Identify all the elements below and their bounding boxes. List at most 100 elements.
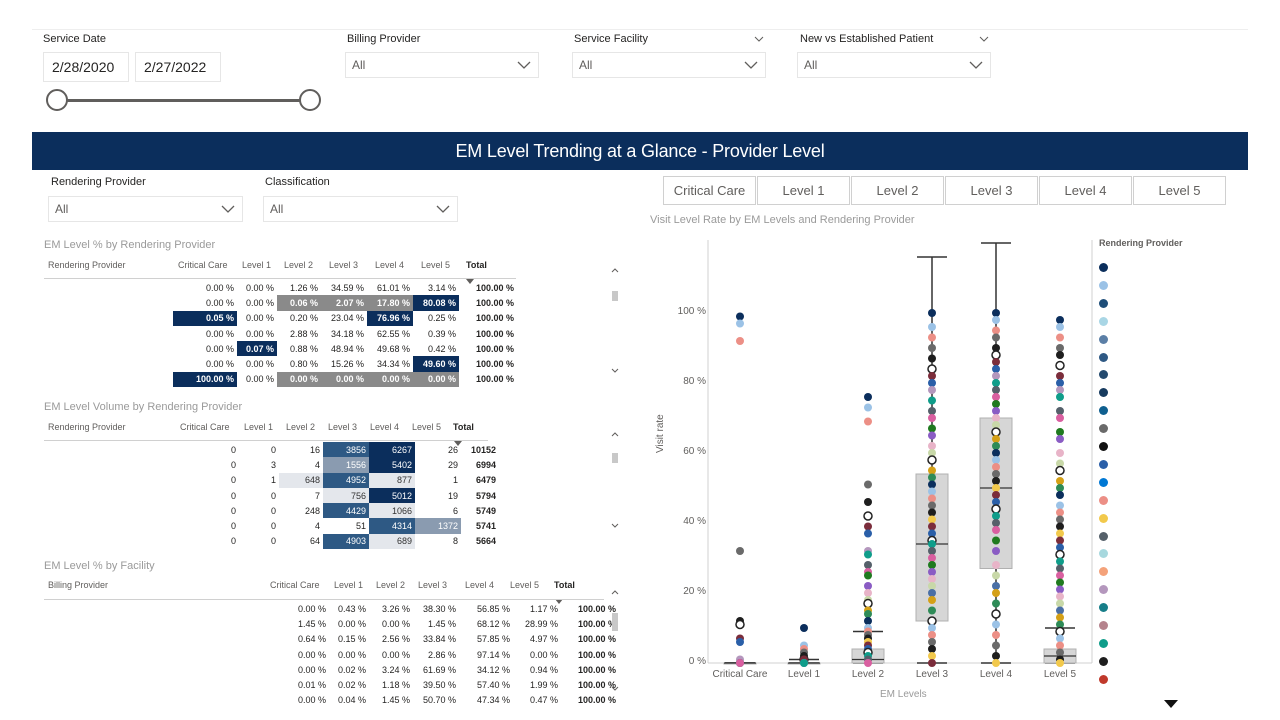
table-row[interactable]: 0.00 % 0.04 % 1.45 % 50.70 % 47.34 % 0.47 % 10… [265,693,619,708]
scroll-down-icon[interactable] [611,367,619,375]
table-row[interactable]: 0.00 % 0.02 % 3.24 % 61.69 % 34.12 % 0.94 % 10… [265,662,619,677]
scroll-thumb[interactable] [612,453,618,463]
legend-marker[interactable] [1099,585,1108,595]
table-row[interactable]: 0 0 64 4903 689 8 5664 [175,533,499,550]
table-row[interactable]: 0 0 7 756 5012 19 5794 [175,487,499,504]
pct-col-critical-care[interactable]: Critical Care [178,260,228,270]
table-row[interactable]: 0 1 648 4952 877 1 6479 [175,472,499,488]
table-row[interactable]: 0 0 4 51 4314 1372 5741 [175,518,499,534]
table-row[interactable]: 100.00 % 0.00 % 0.00 % 0.00 % 0.00 % 0.00 % 10… [173,371,517,388]
chevron-down-icon[interactable] [754,35,764,43]
scroll-thumb[interactable] [612,291,618,301]
legend-marker[interactable] [1099,621,1108,630]
legend-marker[interactable] [1099,638,1108,648]
pct-col-level-2[interactable]: Level 2 [284,260,314,270]
fac-col-total[interactable]: Total [554,580,575,590]
vol-table-scrollbar[interactable] [611,425,619,530]
legend-marker[interactable] [1099,406,1108,416]
legend-marker[interactable] [1099,477,1108,487]
fac-col-level-4[interactable]: Level 4 [465,580,495,590]
legend-marker[interactable] [1099,656,1108,666]
legend-marker[interactable] [1099,495,1108,505]
legend-marker[interactable] [1099,513,1108,523]
table-row[interactable]: 0 0 16 3856 6267 26 10152 [175,442,499,458]
legend-marker[interactable] [1099,459,1108,469]
fac-col-critical-care[interactable]: Critical Care [270,580,320,590]
classification-dropdown[interactable]: All [263,196,458,222]
legend-marker[interactable] [1099,674,1108,684]
legend-marker[interactable] [1099,442,1108,451]
start-date-input[interactable]: 2/28/2020 [43,52,129,82]
scroll-down-icon[interactable] [611,685,619,693]
table-row[interactable]: 0.01 % 0.02 % 1.18 % 39.50 % 57.40 % 1.99 % 10… [265,677,619,692]
legend-marker[interactable] [1099,531,1108,541]
table-row[interactable]: 1.45 % 0.00 % 0.00 % 1.45 % 68.12 % 28.99 % 10… [265,616,619,631]
scroll-up-icon[interactable] [611,588,619,596]
table-row[interactable]: 0 0 248 4429 1066 6 5749 [175,503,499,519]
legend-marker[interactable] [1099,280,1108,290]
legend-marker[interactable] [1099,567,1108,577]
level-button-level-4[interactable]: Level 4 [1039,176,1132,205]
scroll-up-icon[interactable] [611,430,619,438]
table-row[interactable]: 0 3 4 1556 5402 29 6994 [175,457,499,473]
service-facility-dropdown[interactable]: All [572,52,766,78]
vol-col-critical-care[interactable]: Critical Care [180,422,230,432]
fac-col-level-3[interactable]: Level 3 [418,580,448,590]
pct-table-scrollbar[interactable] [611,261,619,375]
fac-col-level-2[interactable]: Level 2 [376,580,406,590]
rendering-provider-dropdown[interactable]: All [48,196,243,222]
pct-col-level-1[interactable]: Level 1 [242,260,272,270]
level-button-level-5[interactable]: Level 5 [1133,176,1226,205]
legend-marker[interactable] [1099,263,1108,272]
box-plot-chart[interactable] [700,235,1094,675]
slider-start-handle[interactable] [46,89,68,111]
level-button-level-3[interactable]: Level 3 [945,176,1038,205]
pct-col-level-4[interactable]: Level 4 [375,260,405,270]
legend-marker[interactable] [1099,316,1108,326]
table-row[interactable]: 0.00 % 0.00 % 1.26 % 34.59 % 61.01 % 3.14 % 10… [173,280,517,295]
table-row[interactable]: 0.05 % 0.00 % 0.20 % 23.04 % 76.96 % 0.25 % 10… [173,310,517,326]
new-vs-established-dropdown[interactable]: All [797,52,991,78]
legend-marker[interactable] [1099,298,1108,308]
end-date-input[interactable]: 2/27/2022 [135,52,221,82]
scroll-down-icon[interactable] [611,522,619,530]
vol-col-level-2[interactable]: Level 2 [286,422,316,432]
slider-end-handle[interactable] [299,89,321,111]
level-button-critical-care[interactable]: Critical Care [663,176,756,205]
level-button-level-1[interactable]: Level 1 [757,176,850,205]
table-row[interactable]: 0.00 % 0.00 % 0.00 % 2.86 % 97.14 % 0.00 % 100… [265,647,619,662]
legend-marker[interactable] [1099,334,1108,344]
table-row[interactable]: 0.64 % 0.15 % 2.56 % 33.84 % 57.85 % 4.97 % 10… [265,632,619,647]
scroll-thumb[interactable] [612,613,618,631]
date-range-slider-track[interactable] [57,99,311,102]
legend-marker[interactable] [1099,603,1108,613]
table-row[interactable]: 0.00 % 0.00 % 0.80 % 15.26 % 34.34 % 49.60 % 1… [173,356,517,372]
fac-col-level-1[interactable]: Level 1 [334,580,364,590]
pct-col-total[interactable]: Total [466,260,487,270]
vol-col-level-1[interactable]: Level 1 [244,422,274,432]
data-point [992,344,1000,352]
table-row[interactable]: 0.00 % 0.07 % 0.88 % 48.94 % 49.68 % 0.42 % 10… [173,341,517,357]
table-row[interactable]: 0.00 % 0.00 % 2.88 % 34.18 % 62.55 % 0.39 % 10… [173,326,517,341]
vol-col-level-4[interactable]: Level 4 [370,422,400,432]
vol-col-level-5[interactable]: Level 5 [412,422,442,432]
legend-marker[interactable] [1099,352,1108,362]
data-point [1056,501,1064,510]
chevron-down-icon[interactable] [979,35,989,43]
legend-marker[interactable] [1099,370,1108,380]
level-button-level-2[interactable]: Level 2 [851,176,944,205]
table-row[interactable]: 0.00 % 0.43 % 3.26 % 38.30 % 56.85 % 1.17 % 10… [265,601,619,616]
fac-col-level-5[interactable]: Level 5 [510,580,540,590]
legend-scroll-down-icon[interactable] [1164,695,1178,713]
table-row[interactable]: 0.00 % 0.00 % 0.06 % 2.07 % 17.80 % 80.08 % 10… [173,295,517,311]
pct-col-level-5[interactable]: Level 5 [421,260,451,270]
legend-marker[interactable] [1099,388,1108,398]
scroll-up-icon[interactable] [611,266,619,274]
fac-table-scrollbar[interactable] [611,583,619,693]
legend-marker[interactable] [1099,549,1108,559]
vol-col-total[interactable]: Total [453,422,474,432]
vol-col-level-3[interactable]: Level 3 [328,422,358,432]
billing-provider-dropdown[interactable]: All [345,52,539,78]
legend-marker[interactable] [1099,424,1108,434]
pct-col-level-3[interactable]: Level 3 [329,260,359,270]
